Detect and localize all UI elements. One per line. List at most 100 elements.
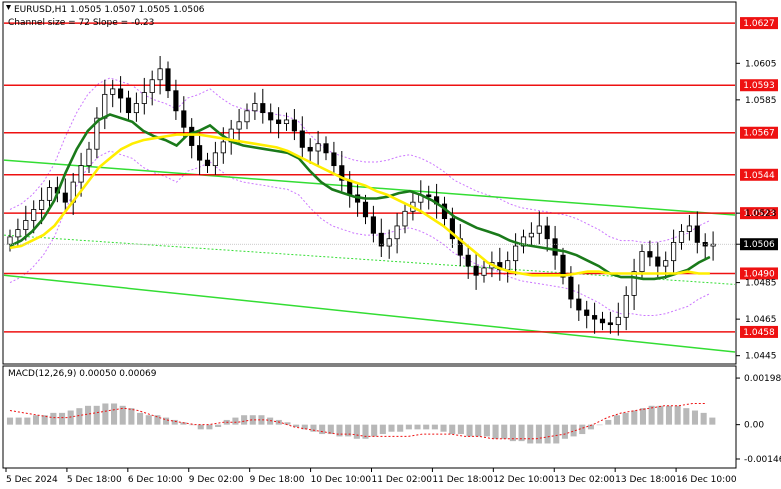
macd-histogram-bar bbox=[605, 420, 611, 425]
macd-histogram-bar bbox=[336, 425, 342, 437]
time-tick-label: 12 Dec 10:00 bbox=[493, 475, 554, 485]
macd-histogram-bar bbox=[371, 425, 377, 437]
time-tick-label: 5 Dec 18:00 bbox=[67, 475, 122, 485]
candle-body bbox=[284, 120, 288, 124]
candle-body bbox=[687, 226, 691, 231]
level-label: 1.0567 bbox=[743, 129, 775, 139]
candle-body bbox=[103, 94, 107, 118]
macd-histogram-bar bbox=[68, 411, 74, 425]
macd-histogram-bar bbox=[206, 425, 212, 430]
macd-histogram-bar bbox=[198, 425, 204, 430]
macd-histogram-bar bbox=[640, 408, 646, 424]
time-tick-label: 6 Dec 10:00 bbox=[128, 475, 183, 485]
macd-histogram-bar bbox=[137, 413, 143, 425]
price-tick-label: 1.0485 bbox=[745, 279, 777, 289]
macd-histogram-bar bbox=[328, 425, 334, 434]
candle-body bbox=[332, 153, 336, 166]
candle-body bbox=[395, 226, 399, 239]
candle-body bbox=[166, 69, 170, 91]
macd-tick-label: 0.00198 bbox=[744, 374, 781, 384]
symbol-header: EURUSD,H1 1.0505 1.0507 1.0505 1.0506 bbox=[14, 5, 205, 15]
candle-body bbox=[577, 299, 581, 310]
macd-tick-label: 0.00 bbox=[744, 421, 764, 431]
macd-histogram-bar bbox=[33, 415, 39, 424]
macd-label: MACD(12,26,9) 0.00050 0.00069 bbox=[8, 369, 157, 379]
candle-body bbox=[158, 69, 162, 80]
candle-body bbox=[569, 277, 573, 299]
candle-body bbox=[24, 220, 28, 229]
candle-body bbox=[276, 120, 280, 124]
price-tick-label: 1.0465 bbox=[745, 315, 777, 325]
level-label: 1.0544 bbox=[743, 171, 775, 181]
candle-body bbox=[142, 93, 146, 104]
macd-histogram-bar bbox=[146, 415, 152, 424]
candle-body bbox=[39, 200, 43, 209]
macd-histogram-bar bbox=[189, 425, 195, 426]
macd-histogram-bar bbox=[631, 411, 637, 425]
macd-histogram-bar bbox=[319, 425, 325, 434]
candle-body bbox=[371, 217, 375, 233]
macd-histogram-bar bbox=[545, 425, 551, 444]
candle-body bbox=[269, 113, 273, 120]
candle-body bbox=[300, 131, 304, 147]
candle-body bbox=[600, 319, 604, 323]
time-tick-label: 9 Dec 02:00 bbox=[189, 475, 244, 485]
macd-histogram-bar bbox=[423, 425, 429, 430]
level-label: 1.0627 bbox=[743, 19, 775, 29]
candle-body bbox=[174, 91, 178, 111]
price-tick-label: 1.0523 bbox=[745, 209, 777, 219]
time-tick-label: 9 Dec 18:00 bbox=[250, 475, 305, 485]
candle-body bbox=[466, 255, 470, 266]
candle-body bbox=[197, 146, 201, 161]
candle-body bbox=[624, 295, 628, 317]
candle-body bbox=[545, 226, 549, 239]
candle-body bbox=[324, 144, 328, 153]
macd-histogram-bar bbox=[397, 425, 403, 432]
macd-histogram-bar bbox=[354, 425, 360, 439]
macd-histogram-bar bbox=[683, 408, 689, 424]
candle-body bbox=[237, 122, 241, 129]
macd-histogram-bar bbox=[562, 425, 568, 439]
time-tick-label: 11 Dec 02:00 bbox=[372, 475, 433, 485]
macd-histogram-bar bbox=[623, 413, 629, 425]
macd-histogram-bar bbox=[475, 425, 481, 437]
candle-body bbox=[245, 111, 249, 122]
level-label: 1.0458 bbox=[743, 328, 775, 338]
candle-body bbox=[513, 246, 517, 261]
candle-body bbox=[616, 317, 620, 324]
candle-body bbox=[403, 211, 407, 226]
candle-body bbox=[482, 268, 486, 275]
candle-body bbox=[79, 166, 83, 182]
candle-body bbox=[316, 144, 320, 151]
candle-body bbox=[87, 149, 91, 165]
candle-body bbox=[553, 239, 557, 255]
candle-body bbox=[679, 231, 683, 242]
macd-histogram-bar bbox=[675, 406, 681, 425]
candle-body bbox=[150, 80, 154, 93]
macd-histogram-bar bbox=[536, 425, 542, 444]
candle-body bbox=[126, 98, 130, 113]
macd-histogram-bar bbox=[94, 406, 100, 425]
macd-histogram-bar bbox=[267, 418, 273, 425]
macd-histogram-bar bbox=[59, 413, 65, 425]
macd-histogram-bar bbox=[414, 425, 420, 430]
time-tick-label: 13 Dec 02:00 bbox=[554, 475, 615, 485]
macd-histogram-bar bbox=[501, 425, 507, 439]
macd-histogram-bar bbox=[406, 425, 412, 430]
time-tick-label: 5 Dec 2024 bbox=[6, 475, 58, 485]
candle-body bbox=[47, 188, 51, 201]
price-tick-label: 1.0585 bbox=[745, 96, 777, 106]
macd-histogram-bar bbox=[345, 425, 351, 437]
candle-body bbox=[387, 239, 391, 246]
level-label: 1.0593 bbox=[743, 81, 775, 91]
time-tick-label: 11 Dec 18:00 bbox=[432, 475, 493, 485]
macd-histogram-bar bbox=[657, 406, 663, 425]
candle-body bbox=[608, 323, 612, 325]
macd-histogram-bar bbox=[527, 425, 533, 444]
candle-body bbox=[213, 153, 217, 166]
candle-body bbox=[32, 209, 36, 220]
candle-body bbox=[190, 127, 194, 145]
price-tick-label: 1.0605 bbox=[745, 59, 777, 69]
macd-histogram-bar bbox=[50, 413, 56, 425]
